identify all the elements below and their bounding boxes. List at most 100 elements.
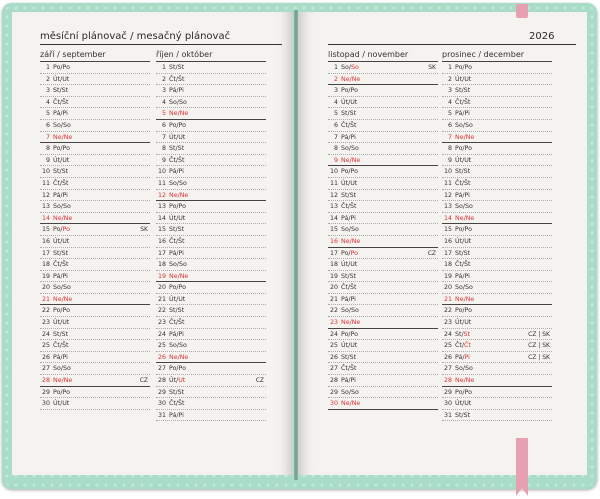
day-row[interactable]: 26 Ne/Ne: [156, 352, 266, 364]
day-row[interactable]: 30 Út/Ut: [442, 398, 552, 410]
day-row[interactable]: 27 So/So: [442, 363, 552, 376]
day-row[interactable]: 6 Čt/Št: [328, 120, 438, 132]
day-row[interactable]: 2 Út/Ut: [40, 74, 150, 86]
day-row[interactable]: 3 Pá/Pi: [156, 85, 266, 97]
day-row[interactable]: 7 Ne/Ne: [40, 132, 150, 144]
day-row[interactable]: 17 St/St: [442, 248, 552, 260]
day-row[interactable]: 10 Po/Po: [328, 166, 438, 178]
day-row[interactable]: 9 Ne/Ne: [328, 155, 438, 167]
day-row[interactable]: 18 So/So: [156, 259, 266, 271]
day-row[interactable]: 16 Ne/Ne: [328, 236, 438, 248]
day-row[interactable]: 20 Čt/Št: [328, 282, 438, 294]
day-row[interactable]: 12 St/St: [328, 190, 438, 202]
day-row[interactable]: 12 Ne/Ne: [156, 190, 266, 202]
day-row[interactable]: 16 Út/Ut: [442, 236, 552, 248]
day-row[interactable]: 26 Pá/Pi CZ | SK: [442, 352, 552, 364]
day-row[interactable]: 1 Po/Po: [442, 62, 552, 74]
day-row[interactable]: 15 So/So: [328, 224, 438, 236]
day-row[interactable]: 25 So/So: [156, 340, 266, 352]
day-row[interactable]: 22 Po/Po: [40, 305, 150, 318]
day-row[interactable]: 29 Po/Po: [442, 387, 552, 399]
day-row[interactable]: 19 St/St: [328, 271, 438, 283]
day-row[interactable]: 2 Čt/Št: [156, 74, 266, 86]
day-row[interactable]: 19 Pá/Pi: [442, 271, 552, 283]
day-row[interactable]: 14 Pá/Pi: [328, 213, 438, 225]
day-row[interactable]: 14 Ne/Ne: [442, 213, 552, 225]
day-row[interactable]: 13 Čt/Št: [328, 201, 438, 213]
day-row[interactable]: 8 So/So: [328, 143, 438, 155]
day-row[interactable]: 28 Út/Ut CZ: [156, 375, 266, 387]
day-row[interactable]: 21 Pá/Pi: [328, 294, 438, 306]
day-row[interactable]: 23 Ne/Ne: [328, 317, 438, 329]
day-row[interactable]: 15 Po/Po SK: [40, 224, 150, 236]
day-row[interactable]: 14 Út/Ut: [156, 213, 266, 225]
day-row[interactable]: 1 Po/Po: [40, 62, 150, 74]
day-row[interactable]: 18 Čt/Št: [40, 259, 150, 271]
day-row[interactable]: 4 Čt/Št: [40, 97, 150, 109]
day-row[interactable]: 29 Po/Po: [40, 387, 150, 399]
day-row[interactable]: 12 Pá/Pi: [40, 190, 150, 202]
day-row[interactable]: 22 St/St: [156, 305, 266, 318]
day-row[interactable]: 8 Po/Po: [442, 143, 552, 155]
day-row[interactable]: 1 So/So SK: [328, 62, 438, 74]
day-row[interactable]: 11 Út/Ut: [328, 178, 438, 190]
day-row[interactable]: 23 Út/Ut: [40, 317, 150, 329]
day-row[interactable]: 31 Pá/Pi: [156, 410, 266, 422]
day-row[interactable]: 9 Čt/Št: [156, 155, 266, 167]
day-row[interactable]: 11 Čt/Št: [442, 178, 552, 190]
day-row[interactable]: 24 St/St CZ | SK: [442, 329, 552, 341]
day-row[interactable]: 13 So/So: [442, 201, 552, 213]
day-row[interactable]: 23 Čt/Št: [156, 317, 266, 329]
day-row[interactable]: 3 Po/Po: [328, 85, 438, 97]
day-row[interactable]: 5 St/St: [328, 108, 438, 120]
day-row[interactable]: 25 Čt/Čt CZ | SK: [442, 340, 552, 352]
day-row[interactable]: 29 So/So: [328, 387, 438, 399]
day-row[interactable]: 27 Po/Po: [156, 363, 266, 376]
day-row[interactable]: 6 So/So: [442, 120, 552, 132]
day-row[interactable]: 17 Pá/Pi: [156, 248, 266, 260]
day-row[interactable]: 20 Po/Po: [156, 282, 266, 294]
day-row[interactable]: 30 Ne/Ne: [328, 398, 438, 410]
day-row[interactable]: 19 Pá/Pi: [40, 271, 150, 283]
day-row[interactable]: 19 Ne/Ne: [156, 271, 266, 283]
day-row[interactable]: 9 Út/Ut: [40, 155, 150, 167]
day-row[interactable]: 12 Pá/Pi: [442, 190, 552, 202]
day-row[interactable]: 8 St/St: [156, 143, 266, 155]
day-row[interactable]: 3 St/St: [442, 85, 552, 97]
day-row[interactable]: 13 So/So: [40, 201, 150, 213]
day-row[interactable]: 13 Po/Po: [156, 201, 266, 213]
day-row[interactable]: 18 Út/Ut: [328, 259, 438, 271]
day-row[interactable]: 4 Čt/Št: [442, 97, 552, 109]
day-row[interactable]: 11 So/So: [156, 178, 266, 190]
day-row[interactable]: 17 St/St: [40, 248, 150, 260]
day-row[interactable]: 7 Ne/Ne: [442, 132, 552, 144]
day-row[interactable]: 30 Čt/Št: [156, 398, 266, 410]
day-row[interactable]: 15 St/St: [156, 224, 266, 236]
day-row[interactable]: 7 Út/Ut: [156, 132, 266, 144]
day-row[interactable]: 26 St/St: [328, 352, 438, 364]
day-row[interactable]: 7 Pá/Pi: [328, 132, 438, 144]
day-row[interactable]: 16 Út/Ut: [40, 236, 150, 248]
day-row[interactable]: 17 Po/Po CZ: [328, 248, 438, 260]
day-row[interactable]: 8 Po/Po: [40, 143, 150, 155]
day-row[interactable]: 5 Pá/Pi: [40, 108, 150, 120]
day-row[interactable]: 2 Ne/Ne: [328, 74, 438, 86]
day-row[interactable]: 29 St/St: [156, 387, 266, 399]
day-row[interactable]: 25 Čt/Št: [40, 340, 150, 352]
day-row[interactable]: 22 Po/Po: [442, 305, 552, 318]
day-row[interactable]: 22 So/So: [328, 305, 438, 318]
day-row[interactable]: 5 Pá/Pi: [442, 108, 552, 120]
day-row[interactable]: 11 Čt/Št: [40, 178, 150, 190]
day-row[interactable]: 24 Po/Po: [328, 329, 438, 341]
day-row[interactable]: 27 So/So: [40, 363, 150, 376]
day-row[interactable]: 30 Út/Ut: [40, 398, 150, 410]
day-row[interactable]: 10 Pá/Pi: [156, 166, 266, 178]
day-row[interactable]: 21 Ne/Ne: [442, 294, 552, 306]
day-row[interactable]: 1 St/St: [156, 62, 266, 74]
day-row[interactable]: 20 So/So: [40, 282, 150, 294]
day-row[interactable]: 10 St/St: [442, 166, 552, 178]
day-row[interactable]: 20 So/So: [442, 282, 552, 294]
day-row[interactable]: 5 Ne/Ne: [156, 108, 266, 120]
day-row[interactable]: 21 Ne/Ne: [40, 294, 150, 306]
day-row[interactable]: 18 Čt/Št: [442, 259, 552, 271]
